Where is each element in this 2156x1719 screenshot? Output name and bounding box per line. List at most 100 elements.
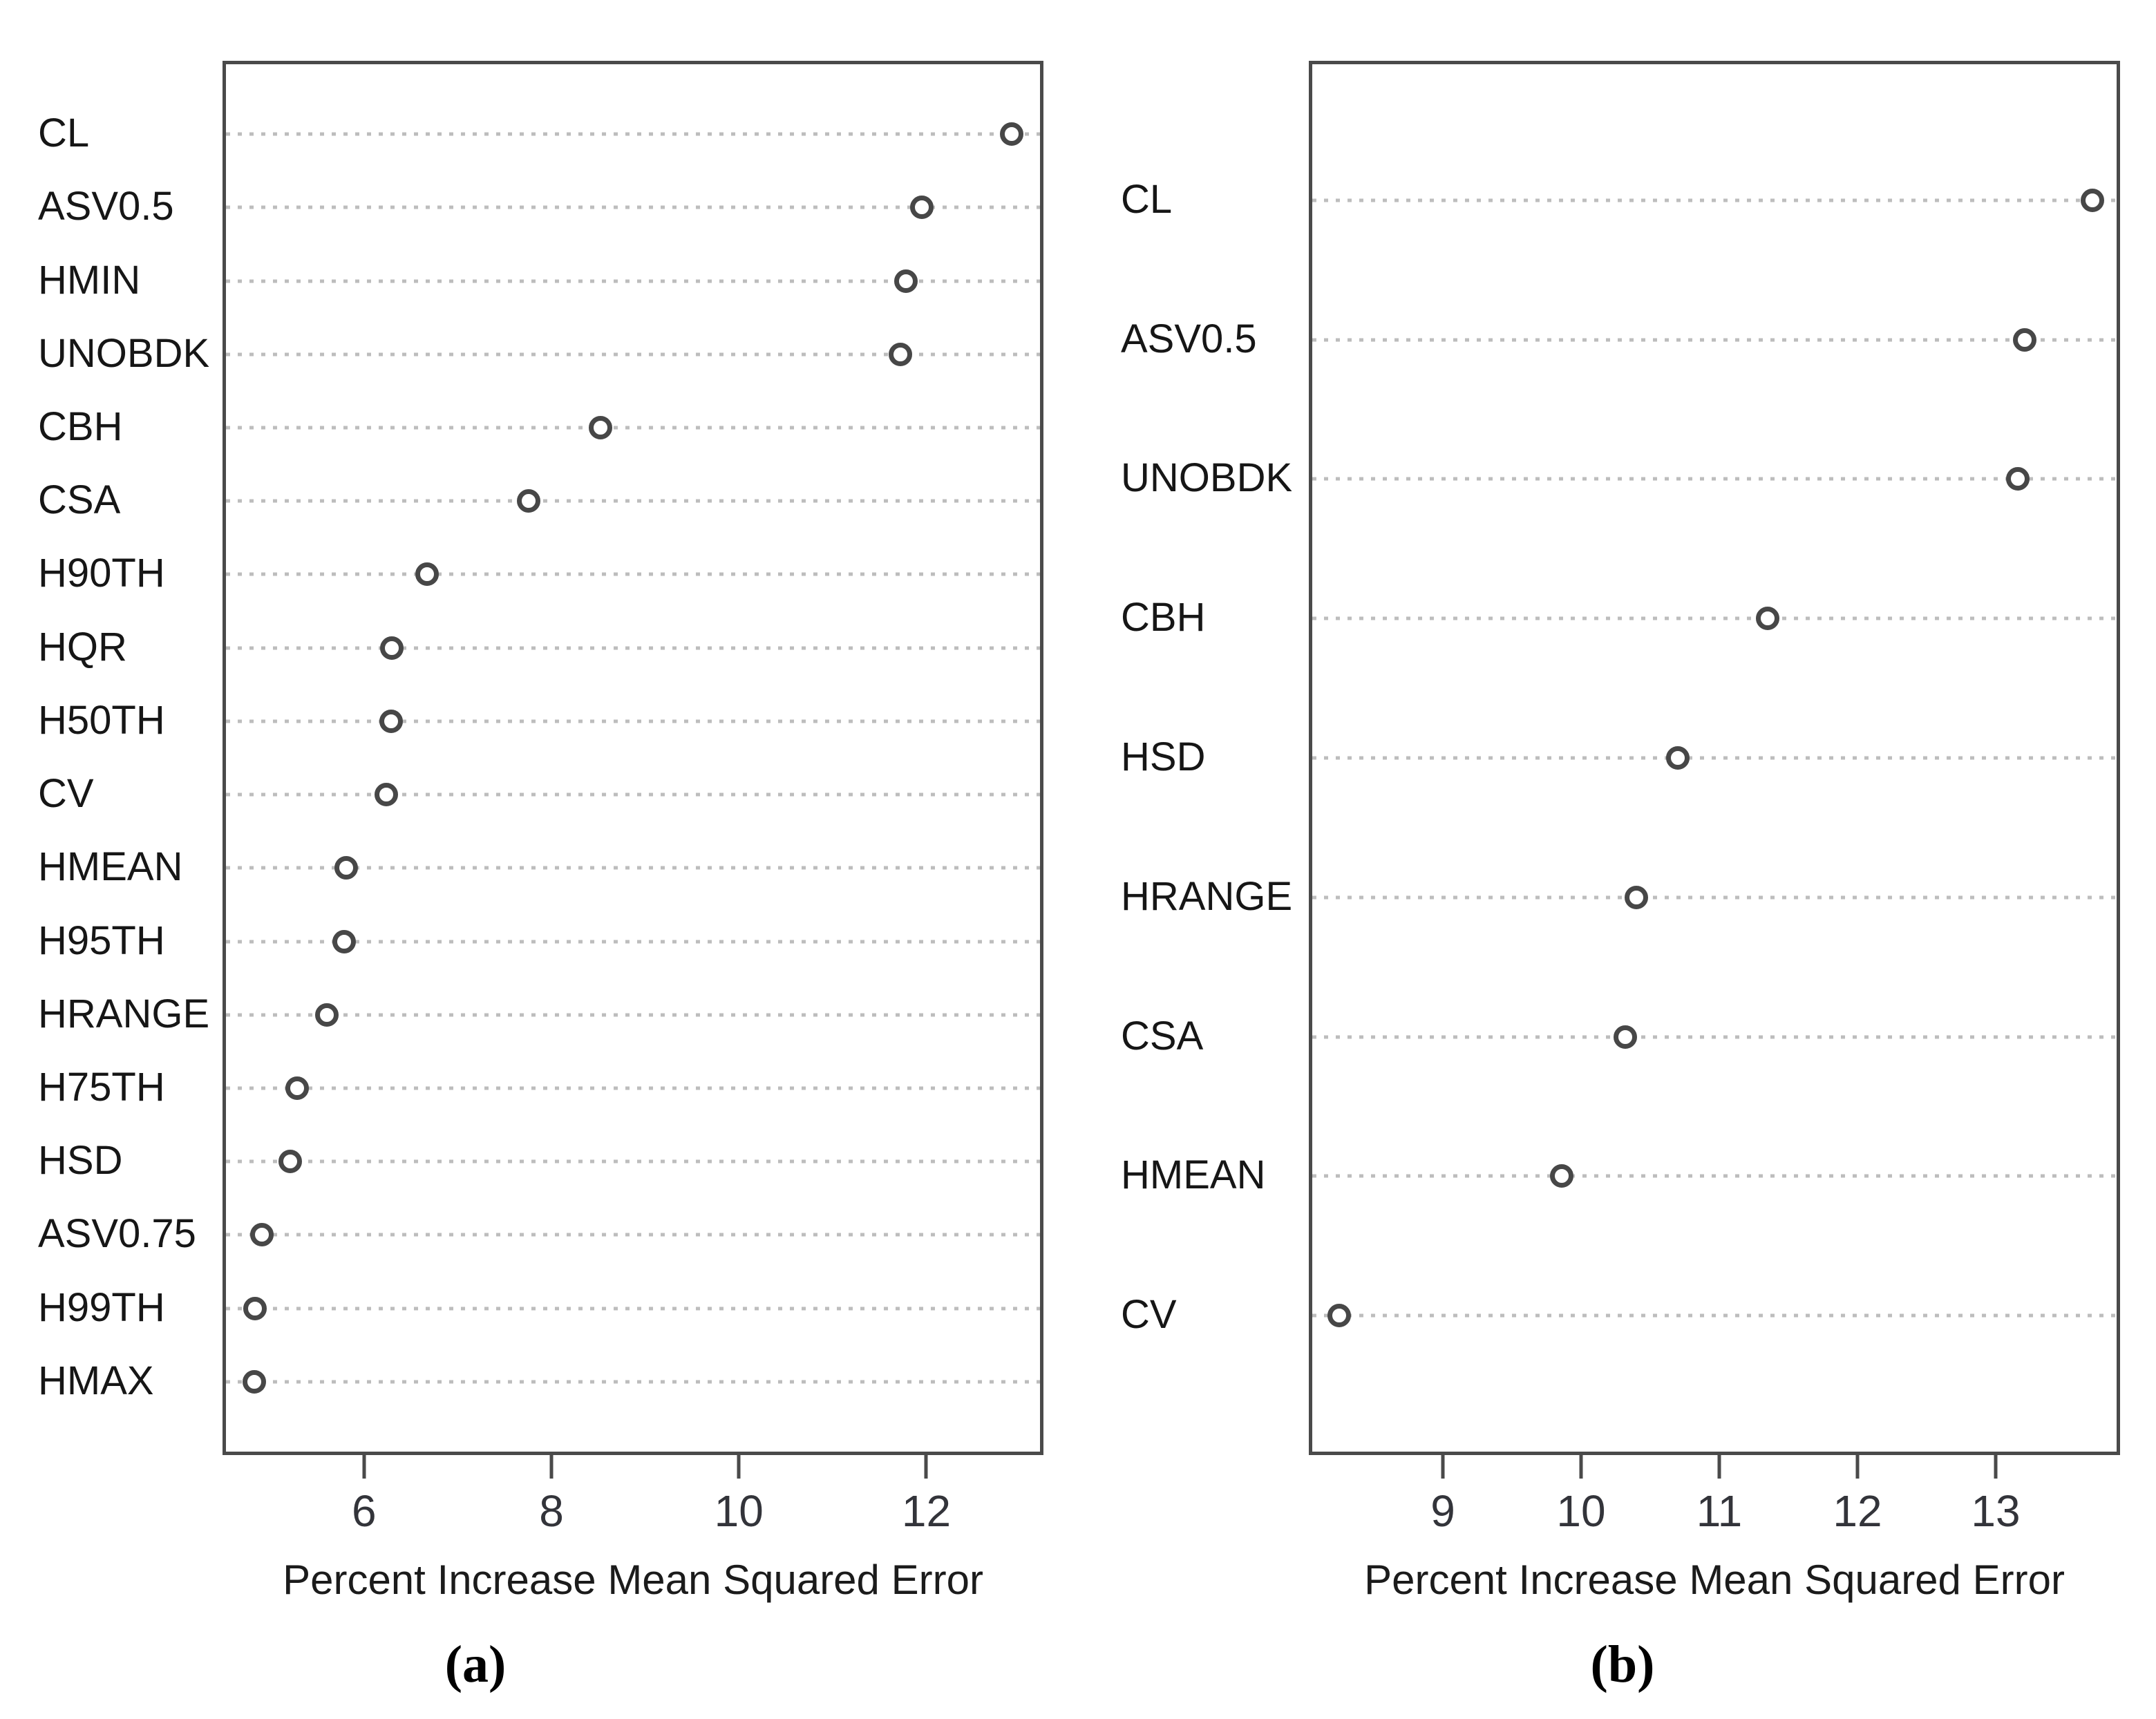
x-tick-mark <box>549 1455 554 1479</box>
data-point-asv0-5 <box>909 196 934 220</box>
row-label-h90th: H90TH <box>38 551 165 596</box>
row-label-cv: CV <box>38 771 94 817</box>
leader-dotted-line <box>226 132 1040 136</box>
row-label-hrange: HRANGE <box>1121 873 1293 919</box>
data-point-unobdk <box>888 342 912 366</box>
data-point-hmean <box>1550 1164 1573 1188</box>
row-label-cv: CV <box>1121 1292 1177 1338</box>
leader-dotted-line <box>226 352 1040 357</box>
leader-dotted-line <box>1312 1313 2117 1318</box>
data-point-hmin <box>893 269 918 293</box>
leader-dotted-line <box>1312 477 2117 481</box>
x-tick-label: 10 <box>714 1486 764 1536</box>
data-point-h99th <box>243 1296 267 1320</box>
leader-dotted-line <box>1312 756 2117 760</box>
row-label-hsd: HSD <box>1121 734 1206 780</box>
leader-dotted-line <box>226 1159 1040 1164</box>
data-point-h75th <box>285 1076 310 1100</box>
leader-dotted-line <box>226 646 1040 650</box>
data-point-cv <box>1327 1304 1351 1328</box>
row-label-h99th: H99TH <box>38 1284 165 1330</box>
x-axis-title-a: Percent Increase Mean Squared Error <box>283 1557 983 1603</box>
data-point-h50th <box>379 709 404 733</box>
row-label-hmin: HMIN <box>38 257 141 303</box>
leader-dotted-line <box>226 1086 1040 1090</box>
x-tick-label: 10 <box>1556 1486 1606 1536</box>
leader-dotted-line <box>226 1233 1040 1237</box>
x-tick-mark <box>1994 1455 1998 1479</box>
row-label-hqr: HQR <box>38 624 127 669</box>
row-label-h75th: H75TH <box>38 1065 165 1110</box>
leader-dotted-line <box>226 572 1040 576</box>
leader-dotted-line <box>226 205 1040 209</box>
data-point-cbh <box>1756 607 1779 631</box>
plot-box-a <box>223 61 1043 1455</box>
data-point-hmean <box>334 856 358 880</box>
leader-dotted-line <box>226 426 1040 430</box>
leader-dotted-line <box>1312 895 2117 900</box>
row-label-asv0-5: ASV0.5 <box>1121 316 1257 361</box>
leader-dotted-line <box>1312 1035 2117 1039</box>
row-label-cl: CL <box>1121 176 1173 222</box>
x-tick-mark <box>1579 1455 1583 1479</box>
leader-dotted-line <box>1312 338 2117 342</box>
leader-dotted-line <box>226 499 1040 503</box>
row-label-asv0-5: ASV0.5 <box>38 184 174 229</box>
row-label-cl: CL <box>38 111 90 156</box>
data-point-unobdk <box>2006 467 2030 491</box>
subfigure-caption-a: (a) <box>444 1635 507 1693</box>
data-point-csa <box>517 489 541 513</box>
leader-dotted-line <box>226 719 1040 723</box>
leader-dotted-line <box>226 1380 1040 1384</box>
subfigure-caption-b: (b) <box>1590 1635 1655 1693</box>
x-tick-label: 8 <box>539 1486 564 1536</box>
row-label-hmean: HMEAN <box>1121 1152 1266 1198</box>
row-label-csa: CSA <box>38 477 121 523</box>
leader-dotted-line <box>1312 1174 2117 1178</box>
row-label-unobdk: UNOBDK <box>38 330 210 376</box>
data-point-cl <box>999 122 1023 146</box>
leader-dotted-line <box>1312 616 2117 620</box>
row-label-unobdk: UNOBDK <box>1121 455 1293 501</box>
leader-dotted-line <box>226 279 1040 283</box>
x-tick-label: 12 <box>901 1486 952 1536</box>
data-point-cbh <box>588 416 612 440</box>
x-tick-label: 11 <box>1696 1486 1743 1536</box>
x-tick-mark <box>1855 1455 1860 1479</box>
x-tick-mark <box>737 1455 741 1479</box>
row-label-hsd: HSD <box>38 1138 123 1184</box>
data-point-hsd <box>278 1150 302 1174</box>
row-label-hrange: HRANGE <box>38 991 210 1036</box>
row-label-hmean: HMEAN <box>38 844 183 890</box>
row-label-cbh: CBH <box>38 404 123 450</box>
row-label-csa: CSA <box>1121 1013 1204 1058</box>
row-label-cbh: CBH <box>1121 595 1206 640</box>
leader-dotted-line <box>226 940 1040 944</box>
data-point-csa <box>1614 1025 1637 1049</box>
row-label-hmax: HMAX <box>38 1358 154 1403</box>
data-point-hsd <box>1666 746 1690 770</box>
row-label-asv0-75: ASV0.75 <box>38 1211 196 1257</box>
leader-dotted-line <box>226 866 1040 870</box>
row-label-h50th: H50TH <box>38 698 165 743</box>
leader-dotted-line <box>226 792 1040 797</box>
data-point-h95th <box>332 929 357 953</box>
x-tick-label: 13 <box>1971 1486 2021 1536</box>
leader-dotted-line <box>226 1013 1040 1017</box>
x-tick-mark <box>1441 1455 1445 1479</box>
data-point-hmax <box>243 1369 267 1394</box>
data-point-asv0-75 <box>249 1223 274 1247</box>
data-point-h90th <box>415 562 439 587</box>
x-axis-title-b: Percent Increase Mean Squared Error <box>1364 1557 2065 1603</box>
x-tick-label: 12 <box>1833 1486 1882 1536</box>
x-tick-mark <box>924 1455 928 1479</box>
row-label-h95th: H95TH <box>38 918 165 963</box>
leader-dotted-line <box>1312 198 2117 202</box>
x-tick-mark <box>1717 1455 1721 1479</box>
x-tick-mark <box>362 1455 366 1479</box>
x-tick-label: 9 <box>1430 1486 1455 1536</box>
data-point-hqr <box>380 636 404 660</box>
